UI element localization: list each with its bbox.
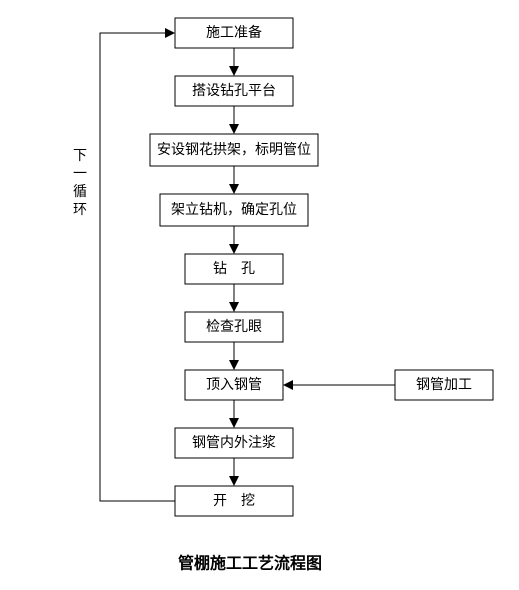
flow-node-label: 顶入钢管 [206, 377, 262, 393]
loop-label-char: 下 [73, 149, 87, 164]
flow-node: 顶入钢管 [185, 370, 283, 400]
flow-node-label: 钻 孔 [213, 261, 255, 277]
flow-node-label: 架立钻机，确定孔位 [171, 202, 297, 218]
loop-label-char: 一 [73, 167, 87, 182]
flow-node: 钢管内外注浆 [175, 428, 293, 458]
flow-node: 检查孔眼 [185, 312, 283, 342]
flow-node: 架立钻机，确定孔位 [160, 194, 308, 226]
flow-node-label: 钢管加工 [416, 377, 472, 393]
loop-arrowhead [165, 28, 175, 38]
flow-node: 钢管加工 [395, 370, 493, 400]
flow-node-label: 钢管内外注浆 [192, 435, 276, 451]
flow-node-label: 搭设钻孔平台 [192, 83, 276, 99]
loop-edge [100, 33, 175, 501]
loop-label-char: 循 [73, 184, 87, 200]
flow-node: 施工准备 [175, 18, 293, 48]
loop-label: 下一循环 [73, 149, 87, 218]
flow-node: 搭设钻孔平台 [175, 76, 293, 106]
flow-node-label: 检查孔眼 [206, 319, 262, 335]
flow-node-label: 安设钢花拱架，标明管位 [157, 142, 311, 158]
loop-label-char: 环 [73, 203, 87, 218]
flow-nodes: 施工准备搭设钻孔平台安设钢花拱架，标明管位架立钻机，确定孔位钻 孔检查孔眼顶入钢… [150, 18, 493, 516]
flow-node-label: 开 挖 [213, 493, 255, 509]
flow-node: 开 挖 [175, 486, 293, 516]
diagram-title: 管棚施工工艺流程图 [178, 554, 322, 573]
flow-node: 安设钢花拱架，标明管位 [150, 134, 318, 166]
flow-node-label: 施工准备 [206, 24, 262, 41]
flow-node: 钻 孔 [185, 254, 283, 284]
